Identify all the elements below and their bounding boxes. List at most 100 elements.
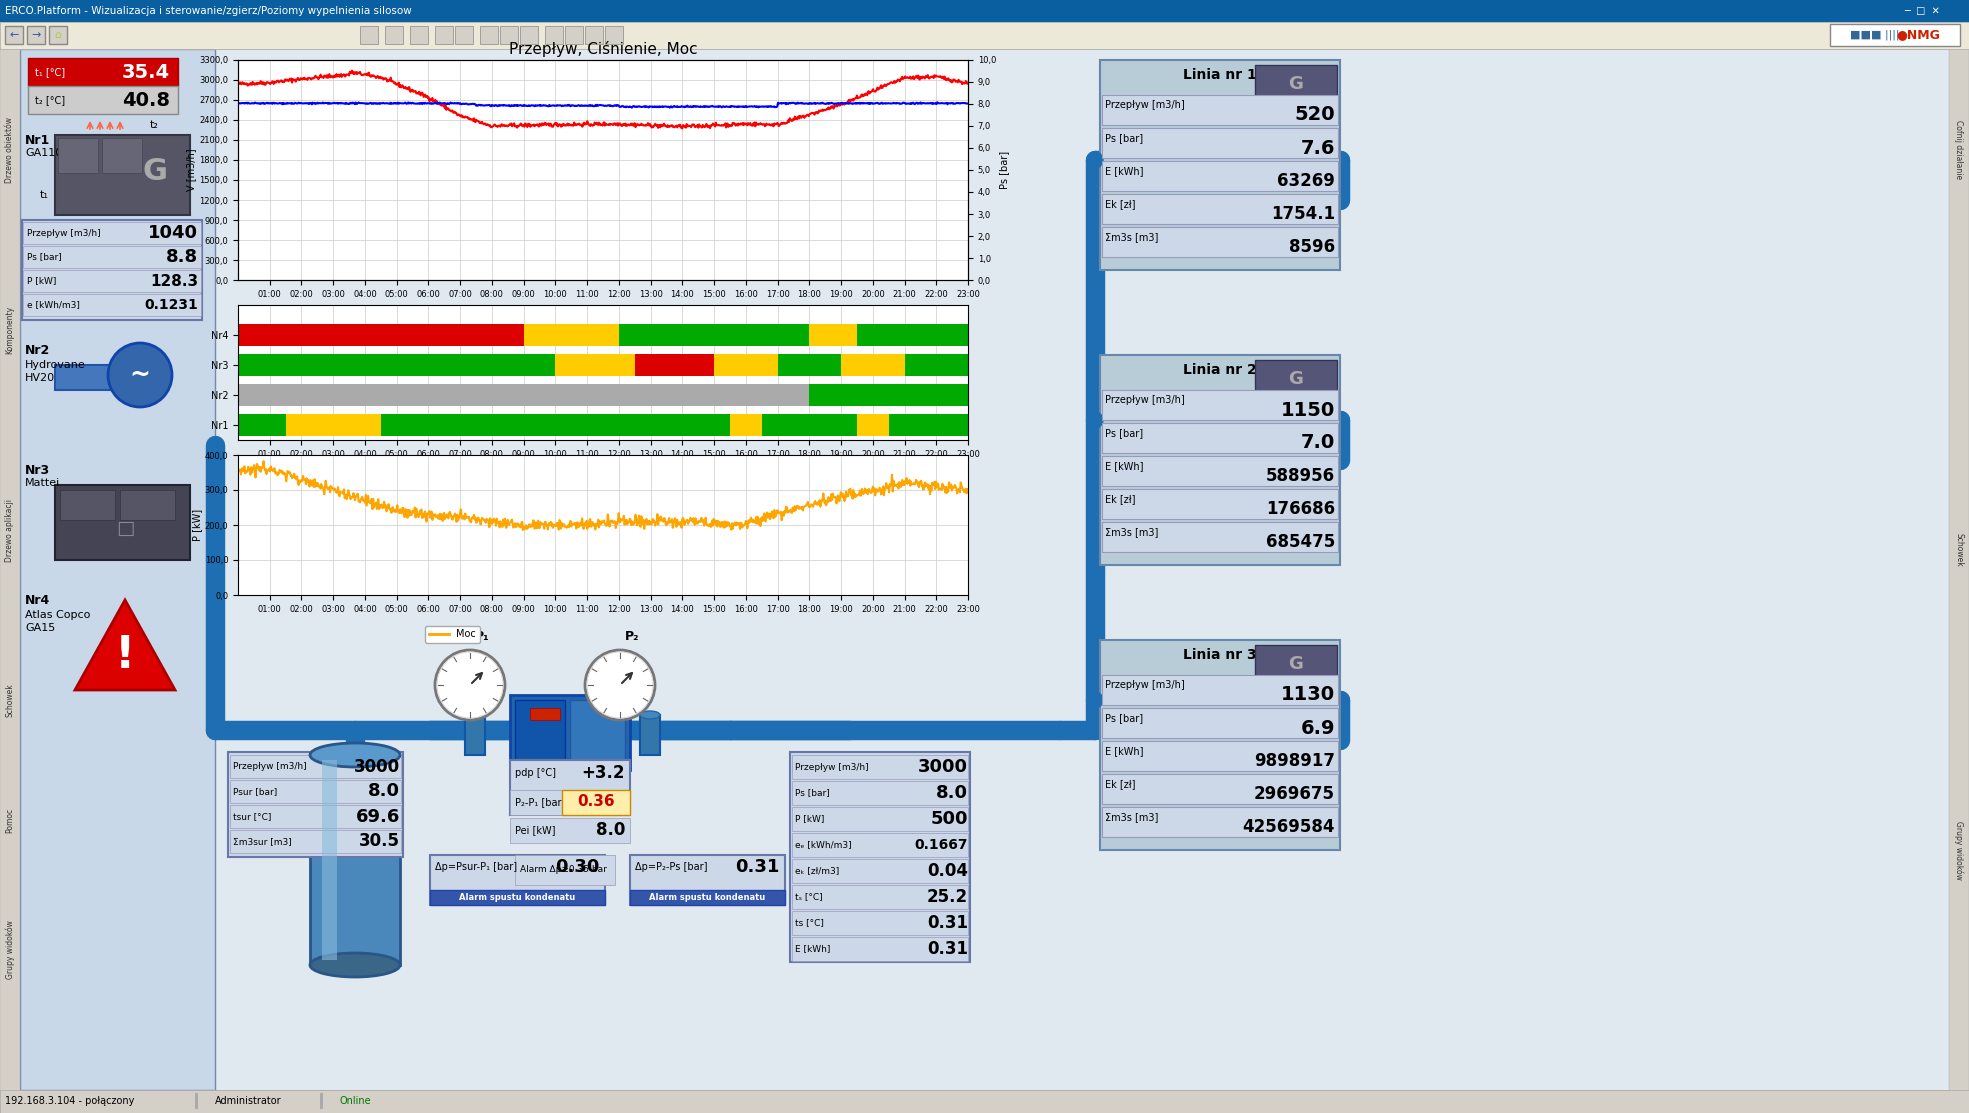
Text: Alarm spustu kondenatu: Alarm spustu kondenatu — [459, 893, 575, 902]
Text: G: G — [1288, 75, 1303, 93]
Bar — [230, 830, 402, 853]
Text: Δp=P₂-Ps [bar]: Δp=P₂-Ps [bar] — [634, 861, 707, 871]
Bar — [1103, 227, 1339, 257]
Text: t₂ [°C]: t₂ [°C] — [35, 95, 65, 105]
Text: 9898917: 9898917 — [1254, 752, 1335, 770]
Bar — [1103, 194, 1339, 224]
Text: 8.8: 8.8 — [165, 248, 199, 266]
Bar — [410, 26, 427, 45]
Bar — [888, 414, 969, 436]
Text: eₑ [kWh/m3]: eₑ [kWh/m3] — [795, 840, 853, 849]
Polygon shape — [75, 600, 175, 690]
Bar — [238, 384, 809, 406]
Text: 3000: 3000 — [354, 758, 400, 776]
Bar — [24, 221, 201, 244]
Bar — [1103, 128, 1339, 158]
Bar — [545, 26, 563, 45]
Bar — [778, 354, 841, 376]
Text: Drzewo aplikacji: Drzewo aplikacji — [6, 499, 14, 561]
Text: 1150: 1150 — [1280, 401, 1335, 420]
Text: Ps [bar]: Ps [bar] — [28, 253, 61, 262]
Text: Ps [bar]: Ps [bar] — [1105, 132, 1144, 142]
Text: Grupy widoków: Grupy widoków — [6, 920, 14, 979]
Bar — [618, 324, 809, 346]
Bar — [0, 0, 1969, 22]
Text: 6.9: 6.9 — [1300, 719, 1335, 738]
Text: Schowek: Schowek — [6, 683, 14, 717]
Bar — [1254, 65, 1337, 104]
Text: 35.4: 35.4 — [122, 62, 169, 81]
Bar — [1101, 60, 1341, 270]
Bar — [790, 752, 971, 962]
Text: Schowek: Schowek — [1955, 533, 1963, 567]
Text: e [kWh/m3]: e [kWh/m3] — [28, 301, 81, 309]
Bar — [59, 490, 114, 520]
Text: 128.3: 128.3 — [150, 274, 199, 288]
Bar — [604, 26, 622, 45]
Bar — [1103, 708, 1339, 738]
Bar — [516, 700, 565, 765]
Bar — [1254, 646, 1337, 683]
Bar — [0, 1090, 1969, 1113]
Bar — [520, 26, 538, 45]
Bar — [841, 354, 904, 376]
Bar — [585, 26, 603, 45]
Text: Nr3: Nr3 — [26, 463, 49, 476]
Bar — [555, 354, 634, 376]
Bar — [49, 26, 67, 45]
Bar — [809, 384, 969, 406]
Bar — [516, 855, 614, 885]
Bar — [510, 790, 630, 815]
Bar — [228, 752, 404, 857]
Text: GA110: GA110 — [26, 148, 63, 158]
Bar — [321, 1093, 323, 1109]
Bar — [524, 324, 618, 346]
Bar — [1829, 24, 1959, 46]
Bar — [429, 890, 604, 905]
Circle shape — [1087, 152, 1103, 168]
Bar — [1103, 489, 1339, 519]
Bar — [1103, 390, 1339, 420]
Text: 25.2: 25.2 — [927, 888, 969, 906]
Text: Przepływ [m3/h]: Przepływ [m3/h] — [28, 228, 100, 237]
Text: 0.30: 0.30 — [555, 858, 601, 876]
Circle shape — [437, 652, 502, 718]
Text: P [kW]: P [kW] — [795, 815, 825, 824]
Bar — [715, 354, 778, 376]
Bar — [238, 354, 555, 376]
Bar — [630, 855, 786, 905]
Bar — [1103, 456, 1339, 486]
Text: E [kWh]: E [kWh] — [795, 945, 831, 954]
Text: 63269: 63269 — [1278, 173, 1335, 190]
Text: tsur [°C]: tsur [°C] — [232, 812, 272, 821]
Bar — [24, 270, 201, 292]
Bar — [1254, 359, 1337, 398]
Legend: Przepływ, Ciśnienie: Przepływ, Ciśnienie — [408, 306, 579, 324]
Text: 0.31: 0.31 — [927, 940, 969, 958]
Text: t₁ [°C]: t₁ [°C] — [35, 67, 65, 77]
Text: Linia nr 3: Linia nr 3 — [1183, 648, 1256, 662]
Bar — [238, 324, 524, 346]
Bar — [510, 760, 630, 815]
Bar — [238, 414, 286, 436]
Text: E [kWh]: E [kWh] — [1105, 166, 1144, 176]
Text: 42569584: 42569584 — [1242, 818, 1335, 836]
Bar — [510, 695, 630, 770]
Text: 30.5: 30.5 — [358, 833, 400, 850]
Bar — [380, 414, 730, 436]
Bar — [24, 294, 201, 316]
Bar — [120, 490, 175, 520]
Bar — [102, 138, 142, 173]
Bar — [28, 26, 45, 45]
Circle shape — [108, 343, 171, 407]
Ellipse shape — [640, 711, 660, 719]
Text: ─  □  ✕: ─ □ ✕ — [1904, 6, 1939, 16]
Text: Ps [bar]: Ps [bar] — [1105, 429, 1144, 439]
Bar — [792, 885, 969, 909]
Text: 1130: 1130 — [1282, 686, 1335, 705]
Bar — [323, 760, 337, 961]
Text: Pei [kW]: Pei [kW] — [516, 825, 555, 835]
Text: 520: 520 — [1294, 106, 1335, 125]
Bar — [230, 805, 402, 828]
Bar — [630, 890, 786, 905]
